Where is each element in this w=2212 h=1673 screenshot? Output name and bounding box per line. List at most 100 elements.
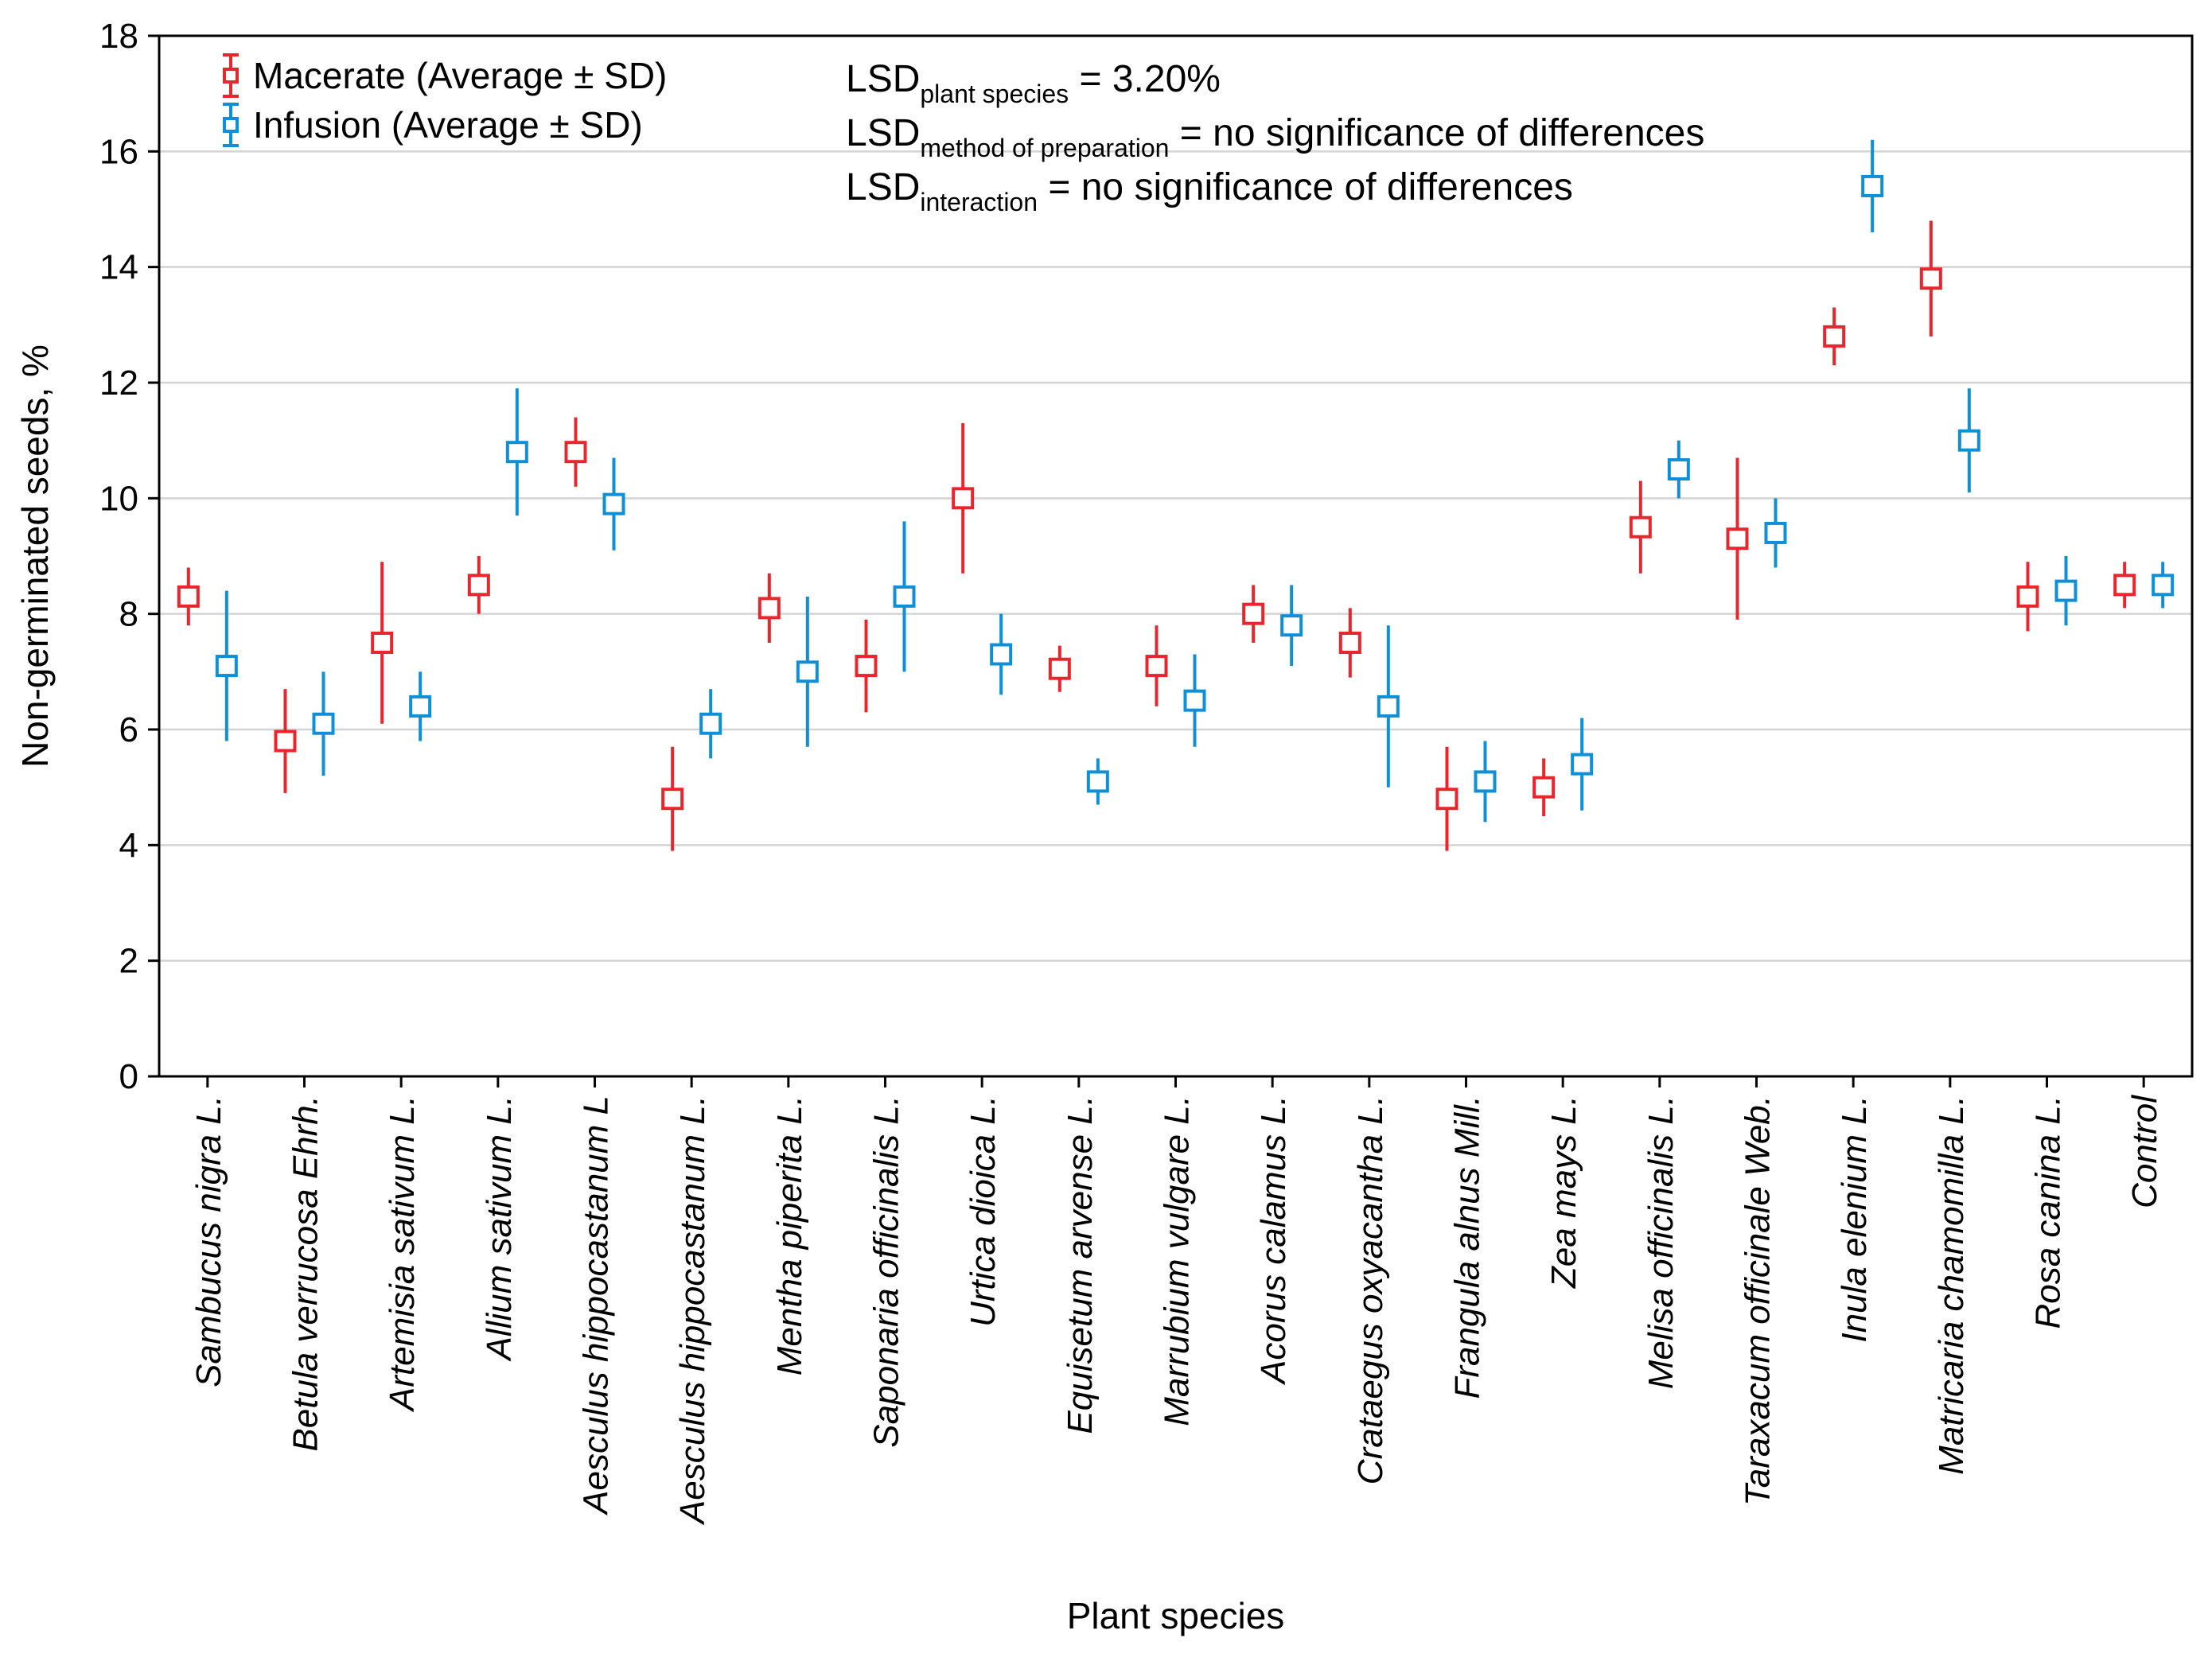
macerate-marker: [757, 597, 781, 620]
macerate-point: [1048, 645, 1071, 692]
x-tick-label: Betula verrucosa Ehrh.: [286, 1095, 325, 1452]
macerate-point: [467, 556, 490, 614]
infusion-point: [893, 521, 916, 672]
macerate-marker: [2113, 574, 2136, 597]
macerate-marker: [1919, 267, 1942, 290]
x-tick-label: Aesculus hippocastanum L: [577, 1095, 616, 1516]
y-tick-label: 18: [99, 17, 138, 56]
y-tick-label: 4: [119, 826, 138, 865]
x-axis-ticks: Sambucus nigra L. Betula verrucosa Ehrh. A…: [189, 1076, 2164, 1526]
x-tick-label: Acorus calamus L.: [1254, 1095, 1293, 1386]
annotation-lsd-plant-species: LSDplant species = 3.20%: [846, 58, 1221, 108]
x-axis-label: Plant species: [1067, 1595, 1285, 1636]
infusion-marker: [312, 712, 335, 735]
legend-macerate-label: Macerate (Average ± SD): [253, 55, 667, 96]
infusion-point: [1764, 498, 1787, 568]
lsd-annotations: LSDplant species = 3.20% LSDmethod of pr…: [846, 58, 1704, 216]
macerate-marker: [1145, 655, 1168, 678]
infusion-marker: [1474, 770, 1497, 793]
infusion-point: [1474, 741, 1497, 823]
x-tick-label: Equisetum arvense L.: [1061, 1095, 1100, 1434]
infusion-point: [1957, 388, 1980, 493]
infusion-point: [699, 689, 722, 759]
gridlines: [159, 150, 2192, 962]
infusion-marker: [409, 694, 432, 718]
macerate-point: [2016, 562, 2039, 632]
infusion-point: [505, 388, 528, 516]
macerate-marker: [1242, 602, 1265, 625]
macerate-marker: [1629, 516, 1652, 539]
plot-frame: [158, 34, 2194, 1078]
macerate-point: [177, 567, 200, 626]
infusion-point: [1667, 440, 1690, 499]
macerate-point: [2113, 562, 2136, 609]
x-tick-label: Matricaria chamomilla L.: [1932, 1095, 1971, 1475]
x-tick-label: Aesculus hippocastanum L.: [673, 1095, 712, 1526]
macerate-marker: [467, 574, 490, 597]
x-tick-label: Artemisia sativum L.: [383, 1095, 422, 1413]
macerate-marker: [1823, 325, 1846, 348]
macerate-point: [564, 417, 587, 487]
x-tick-label: Melisa officinalis L.: [1641, 1095, 1680, 1389]
annotation-lsd-interaction: LSDinteraction = no significance of diff…: [846, 166, 1573, 216]
x-tick-label: Zea mays L.: [1544, 1095, 1583, 1289]
infusion-marker: [1377, 694, 1400, 718]
infusion-point: [312, 671, 335, 776]
macerate-marker: [1435, 788, 1458, 811]
legend-square: [223, 117, 239, 133]
infusion-marker: [1764, 521, 1787, 544]
macerate-point: [855, 619, 878, 713]
infusion-marker: [505, 441, 528, 464]
infusion-point: [1280, 585, 1303, 667]
y-tick-label: 6: [119, 710, 138, 749]
macerate-point: [1629, 481, 1652, 574]
y-tick-label: 16: [99, 132, 138, 171]
legend: Macerate (Average ± SD) Infusion (Averag…: [223, 53, 667, 147]
macerate-marker: [1532, 776, 1556, 799]
macerate-marker: [1048, 657, 1071, 680]
infusion-marker: [1957, 429, 1980, 452]
macerate-marker: [371, 632, 394, 654]
legend-infusion-marker: [223, 103, 239, 147]
infusion-marker: [215, 655, 238, 678]
x-tick-label: Allium sativum L.: [480, 1095, 519, 1363]
y-tick-label: 2: [119, 942, 138, 981]
infusion-marker: [1086, 770, 1109, 793]
x-tick-label: Marrubium vulgare L.: [1158, 1095, 1197, 1426]
annotation-lsd-method: LSDmethod of preparation = no significan…: [846, 112, 1704, 162]
macerate-point: [757, 573, 781, 643]
infusion-marker: [699, 712, 722, 735]
macerate-marker: [274, 730, 297, 753]
infusion-marker: [602, 492, 625, 516]
x-tick-label: Urtica dioica L.: [964, 1095, 1003, 1327]
macerate-marker: [2016, 585, 2039, 608]
x-tick-label: Sambucus nigra L.: [189, 1095, 228, 1387]
legend-infusion-label: Infusion (Average ± SD): [253, 104, 643, 146]
x-tick-label: Mentha piperita L.: [770, 1095, 809, 1375]
infusion-marker: [1667, 458, 1690, 481]
infusion-point: [2054, 556, 2078, 626]
x-tick-label: Saponaria officinalis L.: [867, 1095, 906, 1448]
y-tick-label: 14: [99, 248, 138, 287]
macerate-marker: [1338, 632, 1361, 654]
infusion-point: [1861, 139, 1884, 233]
macerate-point: [661, 746, 684, 851]
x-tick-label: Control: [2125, 1095, 2164, 1208]
y-axis-label: Non-germinated seeds, %: [14, 344, 56, 768]
x-tick-label: Inula elenium L.: [1835, 1095, 1874, 1343]
macerate-marker: [855, 655, 878, 678]
macerate-point: [1338, 608, 1361, 678]
macerate-point: [1823, 307, 1846, 366]
data-marks: [177, 139, 2175, 851]
y-tick-label: 10: [99, 479, 138, 518]
macerate-point: [1726, 457, 1749, 620]
infusion-marker: [893, 585, 916, 608]
x-tick-label: Rosa canina L.: [2029, 1095, 2068, 1329]
macerate-point: [371, 562, 394, 724]
infusion-point: [215, 590, 238, 741]
legend-macerate-marker: [223, 53, 239, 98]
macerate-marker: [177, 585, 200, 608]
macerate-point: [1532, 758, 1556, 816]
y-tick-label: 12: [99, 364, 138, 403]
